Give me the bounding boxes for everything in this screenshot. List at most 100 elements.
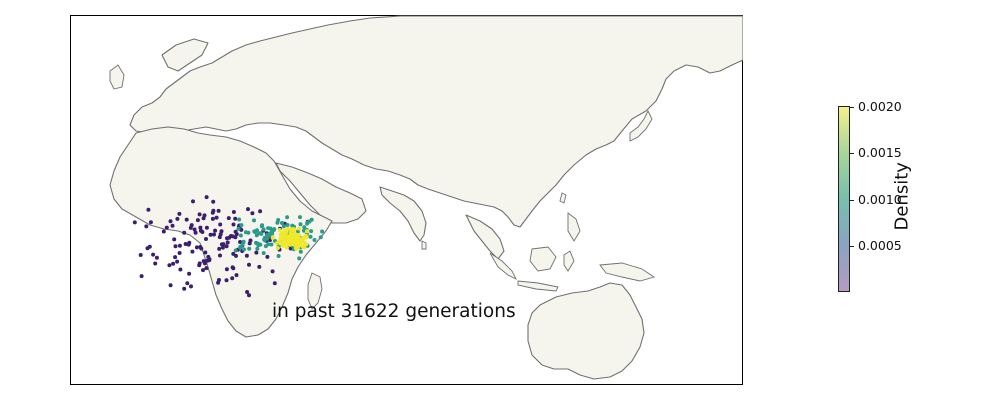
density-point	[298, 249, 303, 254]
density-point	[168, 219, 173, 224]
density-point	[285, 223, 290, 227]
japan-islands	[629, 109, 653, 142]
density-point	[167, 263, 172, 268]
density-point	[308, 234, 313, 239]
density-point	[164, 225, 169, 230]
density-point	[184, 217, 189, 222]
density-point	[270, 236, 275, 240]
density-point	[197, 263, 202, 268]
density-point	[170, 223, 175, 228]
colorbar-tick-label: 0.0010	[858, 192, 902, 207]
density-point	[220, 245, 225, 250]
density-point	[218, 222, 223, 227]
density-point	[302, 225, 307, 230]
density-point	[154, 255, 159, 260]
density-point	[261, 227, 266, 232]
density-point	[175, 259, 180, 264]
density-point	[245, 290, 250, 294]
world-map	[70, 15, 743, 385]
borneo-island	[529, 246, 557, 272]
density-point	[318, 235, 323, 240]
density-point	[224, 244, 229, 249]
sulawesi-island	[563, 250, 575, 272]
density-point	[229, 234, 233, 238]
eurasia-landmass	[129, 15, 743, 228]
new-guinea-island	[599, 262, 656, 282]
density-point	[198, 245, 203, 249]
density-point	[275, 246, 280, 251]
density-point	[269, 242, 274, 247]
density-point	[191, 199, 195, 204]
density-point	[238, 240, 243, 244]
density-point	[247, 246, 252, 251]
britain-island	[109, 64, 125, 90]
density-point	[290, 223, 295, 228]
density-point	[213, 228, 218, 233]
philippines-islands	[567, 212, 581, 242]
indochina-landmass	[465, 214, 505, 260]
colorbar-tick	[850, 153, 854, 154]
density-point	[288, 235, 293, 240]
density-point	[231, 251, 236, 256]
density-point	[296, 233, 301, 238]
density-point	[182, 230, 187, 235]
density-point	[151, 252, 156, 257]
density-point	[226, 216, 231, 221]
density-point	[197, 212, 202, 217]
density-point	[210, 216, 215, 221]
density-point	[178, 267, 183, 272]
density-point	[284, 230, 288, 235]
density-point	[195, 218, 200, 223]
density-point	[233, 216, 238, 221]
density-point	[233, 248, 238, 253]
density-point	[230, 265, 235, 270]
madagascar-island	[307, 272, 323, 310]
density-point	[266, 242, 271, 247]
density-point	[233, 235, 238, 240]
australia-landmass	[527, 282, 645, 380]
density-point	[295, 245, 300, 250]
density-point	[293, 232, 298, 237]
density-point	[298, 240, 303, 245]
density-point	[204, 225, 209, 230]
density-point	[281, 224, 286, 229]
density-point	[225, 240, 230, 245]
density-point	[254, 250, 259, 255]
density-point	[246, 230, 251, 235]
density-point	[242, 247, 246, 252]
density-point	[208, 232, 213, 237]
density-point	[204, 195, 209, 200]
density-point	[285, 239, 290, 244]
density-point	[146, 207, 151, 212]
colorbar-tick-label: 0.0020	[858, 99, 902, 114]
density-point	[187, 271, 192, 276]
density-point	[177, 251, 182, 255]
time-caption: in past 31622 generations	[272, 301, 516, 322]
density-point	[172, 237, 177, 242]
density-point	[188, 225, 193, 230]
density-point	[238, 245, 243, 250]
density-point	[145, 246, 150, 251]
density-point	[138, 253, 143, 257]
density-point	[282, 243, 286, 248]
density-point	[173, 244, 178, 249]
density-point	[271, 228, 276, 232]
sri-lanka-island	[421, 240, 427, 250]
density-point	[216, 208, 221, 213]
density-point	[201, 259, 206, 264]
density-point	[210, 210, 215, 215]
density-point	[238, 233, 243, 238]
density-point	[224, 267, 229, 272]
density-point	[217, 246, 222, 251]
density-point	[205, 258, 210, 263]
density-point	[258, 242, 263, 247]
density-point	[268, 226, 273, 231]
density-point	[265, 254, 270, 259]
density-point	[182, 286, 187, 291]
density-point	[177, 211, 182, 216]
density-point	[298, 215, 302, 220]
density-point	[190, 249, 195, 254]
density-point	[247, 262, 251, 267]
density-point	[216, 280, 221, 285]
density-point	[153, 261, 158, 266]
